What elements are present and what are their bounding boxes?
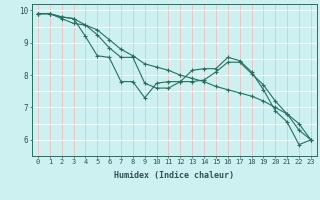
- X-axis label: Humidex (Indice chaleur): Humidex (Indice chaleur): [115, 171, 234, 180]
